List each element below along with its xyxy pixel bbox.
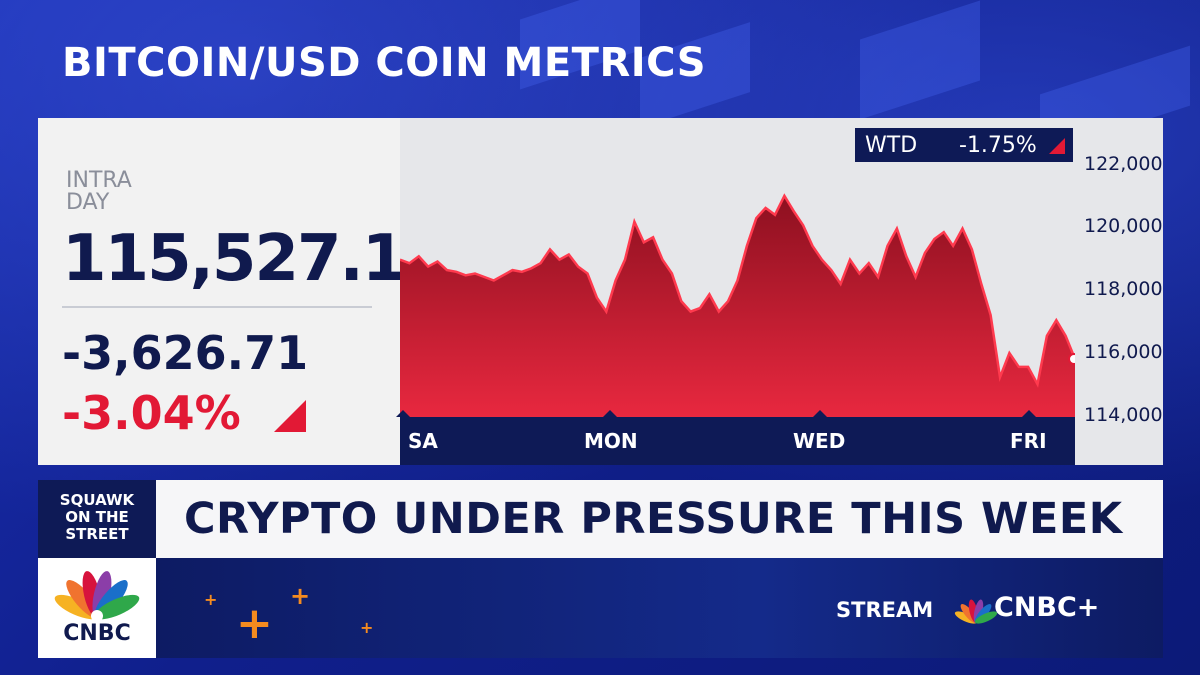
y-tick-label: 116,000 <box>1084 341 1163 363</box>
down-triangle-icon <box>274 400 306 432</box>
wtd-label: WTD <box>865 133 918 158</box>
plus-icon: + <box>204 590 218 609</box>
peacock-icon <box>54 571 140 622</box>
divider <box>62 306 372 308</box>
background-cube <box>860 0 980 120</box>
lower-third: CRYPTO UNDER PRESSURE THIS WEEK <box>156 480 1163 558</box>
y-tick-label: 120,000 <box>1084 215 1163 237</box>
x-axis-bar: SA MON WED FRI <box>396 410 1075 465</box>
price-chart <box>400 193 1075 417</box>
page-title: BITCOIN/USD COIN METRICS <box>62 40 707 86</box>
change-value: -3,626.71 <box>62 326 309 380</box>
chart-panel: WTD -1.75% 122,000 120,000 118,000 116,0… <box>396 118 1163 465</box>
x-tick-marker <box>603 410 617 417</box>
plus-icon: + <box>290 582 311 610</box>
lower-third-text: CRYPTO UNDER PRESSURE THIS WEEK <box>184 494 1123 544</box>
change-percent: -3.04% <box>62 386 241 440</box>
x-tick-label: WED <box>793 429 846 453</box>
price-line <box>400 193 1075 388</box>
y-tick-label: 114,000 <box>1084 404 1163 426</box>
wtd-badge: WTD -1.75% <box>855 128 1073 162</box>
plus-icon: + <box>360 618 374 637</box>
show-name-line: ON THE <box>65 508 129 526</box>
y-tick-label: 122,000 <box>1084 153 1163 175</box>
y-tick-label: 118,000 <box>1084 278 1163 300</box>
price-value: 115,527.14 <box>62 222 449 296</box>
wtd-value: -1.75% <box>959 133 1037 158</box>
x-tick-marker <box>1022 410 1036 417</box>
intraday-label-line1: INTRA <box>66 168 132 193</box>
plus-icon: + <box>236 598 273 649</box>
quote-panel: INTRA DAY 115,527.14 -3,626.71 -3.04% <box>38 118 449 465</box>
streaming-brand: CNBC+ <box>994 592 1100 623</box>
stream-label: STREAM <box>836 598 934 622</box>
show-name-line: STREET <box>65 525 129 543</box>
x-tick-marker <box>396 410 410 417</box>
intraday-label: INTRA DAY <box>66 170 186 214</box>
x-tick-label: SA <box>408 429 438 453</box>
network-logo: CNBC <box>38 558 156 658</box>
x-tick-label: FRI <box>1010 429 1047 453</box>
intraday-label-line2: DAY <box>66 190 110 215</box>
x-tick-label: MON <box>584 429 638 453</box>
show-name-line: SQUAWK <box>59 491 135 509</box>
peacock-icon <box>954 599 998 624</box>
network-logo-text: CNBC <box>63 621 131 646</box>
x-tick-marker <box>813 410 827 417</box>
last-price-marker <box>1068 353 1075 365</box>
price-area <box>400 195 1075 417</box>
down-triangle-icon <box>1049 138 1065 154</box>
bottom-band: + + + + STREAM CNBC+ <box>156 558 1163 658</box>
show-name-badge: SQUAWK ON THE STREET <box>38 480 156 558</box>
